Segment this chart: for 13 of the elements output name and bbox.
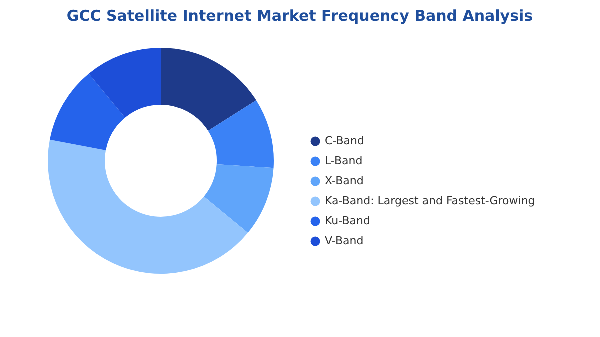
legend-label: Ku-Band bbox=[325, 214, 370, 228]
legend-label: V-Band bbox=[325, 234, 364, 248]
legend-label: Ka-Band: Largest and Fastest-Growing bbox=[325, 194, 536, 208]
chart-title: GCC Satellite Internet Market Frequency Band Analysis bbox=[66, 7, 534, 25]
legend-label: C-Band bbox=[325, 134, 364, 148]
donut-slice bbox=[48, 140, 248, 274]
donut-slice bbox=[161, 48, 256, 131]
donut-slice bbox=[208, 100, 274, 168]
legend-label: L-Band bbox=[325, 154, 363, 168]
donut-slice bbox=[50, 74, 126, 151]
donut-slice bbox=[88, 48, 161, 118]
legend-label: X-Band bbox=[325, 174, 364, 188]
donut-slice bbox=[204, 164, 274, 234]
